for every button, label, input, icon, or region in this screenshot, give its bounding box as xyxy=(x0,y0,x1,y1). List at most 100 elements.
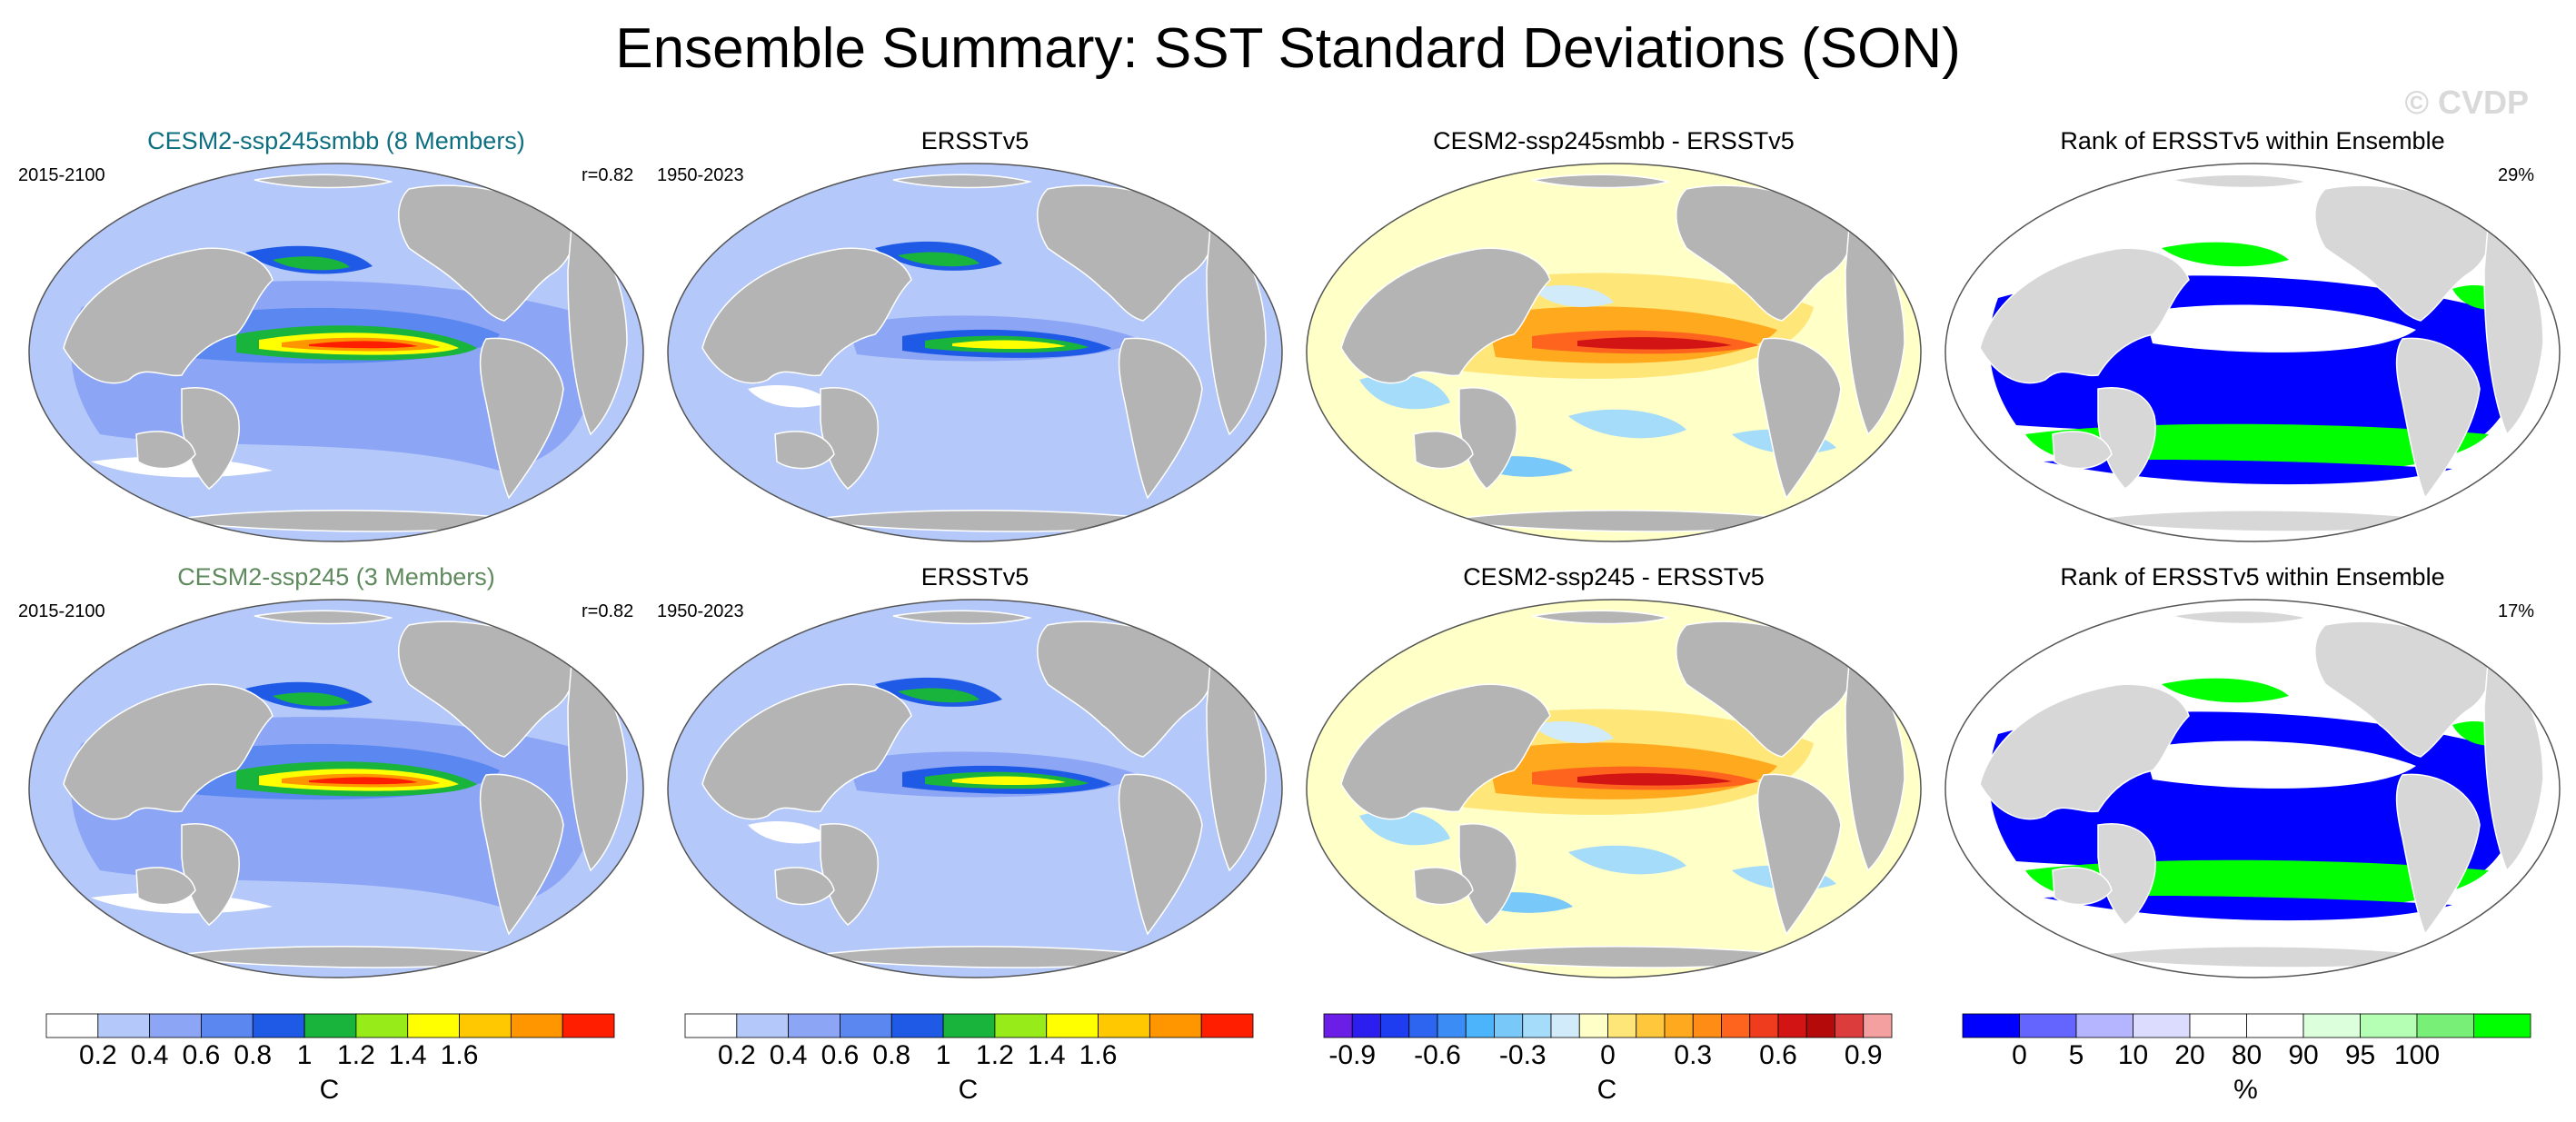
colorbar xyxy=(1962,1013,2531,1038)
colorbar-bin xyxy=(994,1013,1048,1038)
colorbar-bin xyxy=(840,1013,892,1038)
land-mass xyxy=(1756,337,1842,500)
period-label: 1950-2023 xyxy=(657,165,744,185)
colorbar-tick-label: 0.3 xyxy=(1674,1040,1713,1070)
figure-title: Ensemble Summary: SST Standard Deviation… xyxy=(615,17,1961,80)
colorbar-tick-label: 0.4 xyxy=(130,1040,169,1070)
colorbar-bin xyxy=(355,1013,409,1038)
map-outline xyxy=(28,599,644,978)
colorbar-tick-label: 1.6 xyxy=(1079,1040,1118,1070)
colorbar-bin xyxy=(736,1013,790,1038)
colorbar-bin xyxy=(2133,1013,2191,1038)
colorbar xyxy=(1323,1013,1893,1038)
land-mass xyxy=(254,174,392,189)
colorbar-bin xyxy=(1046,1013,1099,1038)
land-mass xyxy=(135,431,196,470)
colorbar-tick-label: 1 xyxy=(935,1040,951,1070)
colorbar-bin xyxy=(1607,1013,1637,1038)
land-mass xyxy=(2052,867,2113,906)
land-mass xyxy=(1118,773,1203,936)
land-mass xyxy=(701,683,912,820)
colorbar-bin xyxy=(1721,1013,1751,1038)
field-contour xyxy=(2162,242,2289,267)
colorbar-bin xyxy=(2019,1013,2077,1038)
colorbar-tick-label: 80 xyxy=(2231,1040,2263,1070)
colorbar-bin xyxy=(1323,1013,1353,1038)
colorbar-units: C xyxy=(958,1075,979,1105)
panel-stat-label: 17% xyxy=(2498,601,2535,621)
robinson-map-std xyxy=(28,163,644,542)
colorbar-units: C xyxy=(319,1075,340,1105)
land-mass xyxy=(701,247,912,384)
colorbar-bin xyxy=(1465,1013,1495,1038)
field-contour xyxy=(1577,773,1732,786)
colorbar-tick-label: 1.6 xyxy=(440,1040,479,1070)
map-outline xyxy=(1944,599,2561,978)
map-outline xyxy=(1944,163,2561,542)
colorbar-tick-label: 0.9 xyxy=(1844,1040,1883,1070)
land-mass xyxy=(1531,610,1669,625)
field-contour xyxy=(1532,284,1614,307)
colorbar-bin xyxy=(303,1013,357,1038)
colorbar-bin xyxy=(1777,1013,1807,1038)
colorbar-tick-label: 0.4 xyxy=(769,1040,808,1070)
land-mass xyxy=(1413,867,1474,906)
robinson-map-obs xyxy=(667,599,1283,978)
colorbar-bin xyxy=(1835,1013,1865,1038)
land-mass xyxy=(254,610,392,625)
colorbar-tick-label: 0.6 xyxy=(182,1040,221,1070)
colorbar-bin xyxy=(684,1013,738,1038)
colorbar-tick-label: 100 xyxy=(2393,1040,2441,1070)
colorbar-tick-label: 5 xyxy=(2068,1040,2084,1070)
land-mass xyxy=(1340,247,1551,384)
colorbar-tick-label: 90 xyxy=(2288,1040,2319,1070)
land-mass xyxy=(1756,773,1842,936)
colorbar-bin xyxy=(2360,1013,2418,1038)
land-mass xyxy=(892,610,1030,625)
panel-stat-label: r=0.82 xyxy=(582,165,634,185)
colorbar-bin xyxy=(510,1013,563,1038)
field-contour xyxy=(1359,810,1450,846)
map-outline xyxy=(1306,163,1922,542)
land-mass xyxy=(1979,247,2190,384)
land-mass xyxy=(1413,431,1474,470)
period-label: 2015-2100 xyxy=(18,165,105,185)
panel-title: CESM2-ssp245smbb (8 Members) xyxy=(147,127,525,154)
land-mass xyxy=(135,867,196,906)
colorbar-tick-label: 0.6 xyxy=(821,1040,860,1070)
field-contour xyxy=(2143,740,2416,789)
colorbar-bin xyxy=(1636,1013,1666,1038)
land-mass xyxy=(774,867,835,906)
robinson-map-diff xyxy=(1306,163,1922,542)
colorbar-tick-label: 0.8 xyxy=(872,1040,911,1070)
colorbar-bin xyxy=(201,1013,254,1038)
period-label: 2015-2100 xyxy=(18,601,105,621)
land-mass xyxy=(1340,683,1551,820)
field-contour xyxy=(1568,845,1686,875)
panel-stat-label: r=0.82 xyxy=(582,601,634,621)
land-mass xyxy=(63,683,274,820)
panel-title: CESM2-ssp245 - ERSSTv5 xyxy=(1463,563,1765,591)
colorbar-tick-label: 1.4 xyxy=(388,1040,427,1070)
land-mass xyxy=(774,431,835,470)
robinson-map-rank xyxy=(1944,163,2561,542)
colorbar-bin xyxy=(788,1013,840,1038)
field-contour xyxy=(309,341,418,349)
land-mass xyxy=(479,773,564,936)
colorbar-tick-label: -0.3 xyxy=(1498,1040,1547,1070)
colorbar-bin xyxy=(942,1013,996,1038)
colorbar-bin xyxy=(562,1013,615,1038)
colorbar-bin xyxy=(1962,1013,2020,1038)
colorbar-bin xyxy=(1578,1013,1608,1038)
land-mass xyxy=(2170,174,2308,189)
colorbar-bin xyxy=(97,1013,151,1038)
map-outline xyxy=(667,599,1283,978)
field-contour xyxy=(2044,895,2452,921)
colorbar-bin xyxy=(1749,1013,1779,1038)
colorbar-bin xyxy=(1149,1013,1202,1038)
field-contour xyxy=(952,340,1066,349)
colorbar-tick-label: 1.2 xyxy=(337,1040,375,1070)
land-mass xyxy=(892,174,1030,189)
panel-title: CESM2-ssp245smbb - ERSSTv5 xyxy=(1433,127,1795,154)
colorbar-bin xyxy=(2302,1013,2361,1038)
